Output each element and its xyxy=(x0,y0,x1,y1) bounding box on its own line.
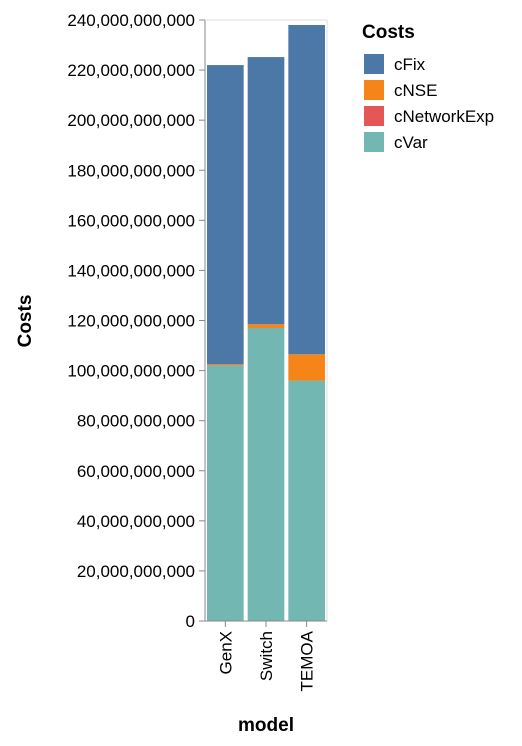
y-tick-label: 220,000,000,000 xyxy=(67,61,195,80)
y-tick-label: 100,000,000,000 xyxy=(67,362,195,381)
y-tick-label: 200,000,000,000 xyxy=(67,111,195,130)
x-tick-label: Switch xyxy=(257,631,276,681)
bar-cNSE-genx xyxy=(207,364,244,366)
legend-swatch-cNetworkExp xyxy=(364,106,384,126)
y-tick-label: 20,000,000,000 xyxy=(77,562,195,581)
y-tick-label: 160,000,000,000 xyxy=(67,211,195,230)
y-tick-label: 0 xyxy=(186,612,195,631)
y-axis-title: Costs xyxy=(15,295,36,348)
y-axis-ticks: 0 20,000,000,000 40,000,000,000 60,000,000,… xyxy=(67,11,205,631)
x-axis-ticks: GenX Switch TEMOA xyxy=(216,621,317,691)
y-tick-label: 60,000,000,000 xyxy=(77,462,195,481)
bar-cVar-temoa xyxy=(288,380,325,621)
bar-cFix-temoa xyxy=(288,25,325,355)
bar-cVar-switch xyxy=(247,328,285,621)
bar-cVar-genx xyxy=(207,365,244,621)
bar-cFix-switch xyxy=(247,57,285,325)
y-tick-label: 180,000,000,000 xyxy=(67,161,195,180)
y-tick-label: 240,000,000,000 xyxy=(67,11,195,30)
y-tick-label: 140,000,000,000 xyxy=(67,261,195,280)
legend-entries: cFix cNSE cNetworkExp cVar xyxy=(364,54,494,152)
legend-title: Costs xyxy=(362,22,415,43)
legend-swatch-cVar xyxy=(364,132,384,152)
y-tick-label: 120,000,000,000 xyxy=(67,312,195,331)
bar-cNSE-temoa xyxy=(288,354,325,381)
bar-cNSE-switch xyxy=(247,324,285,329)
legend-label-cVar: cVar xyxy=(394,133,428,152)
bar-cFix-genx xyxy=(207,65,244,365)
x-axis-title: model xyxy=(238,715,294,736)
plot-area: 0 20,000,000,000 40,000,000,000 60,000,000,… xyxy=(67,11,328,691)
x-tick-label: GenX xyxy=(216,631,235,674)
legend-label-cFix: cFix xyxy=(394,55,426,74)
legend-swatch-cFix xyxy=(364,54,384,74)
legend-label-cNSE: cNSE xyxy=(394,81,437,100)
x-tick-label: TEMOA xyxy=(298,630,317,691)
y-tick-label: 40,000,000,000 xyxy=(77,512,195,531)
legend: Costs cFix cNSE cNetworkExp cVar xyxy=(362,22,494,152)
legend-swatch-cNSE xyxy=(364,80,384,100)
y-tick-label: 80,000,000,000 xyxy=(77,412,195,431)
legend-label-cNetworkExp: cNetworkExp xyxy=(394,107,494,126)
bars xyxy=(207,25,325,621)
